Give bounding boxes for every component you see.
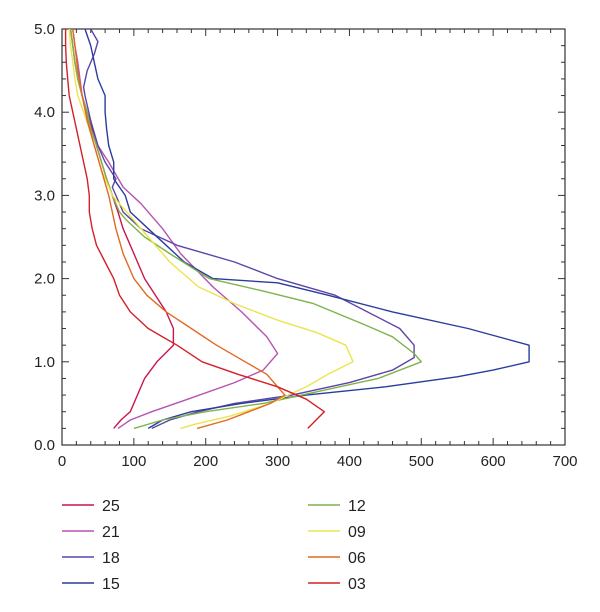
- tick-marks: [61, 28, 566, 446]
- x-tick-label: 500: [409, 453, 434, 470]
- series-line-18: [82, 28, 415, 430]
- x-tick-label: 700: [552, 453, 577, 470]
- legend-label-21: 21: [102, 524, 120, 541]
- series-lines: [64, 28, 530, 430]
- series-line-06: [72, 28, 286, 430]
- series-line-09: [68, 28, 354, 430]
- series-line-12: [69, 28, 422, 430]
- legend-label-03: 03: [348, 576, 366, 593]
- legend-label-18: 18: [102, 550, 120, 567]
- legend-label-12: 12: [348, 498, 366, 515]
- series-line-15: [84, 28, 530, 430]
- legend-label-06: 06: [348, 550, 366, 567]
- y-tick-label: 3.0: [34, 187, 55, 204]
- y-tick-label: 5.0: [34, 21, 55, 38]
- x-tick-label: 100: [121, 453, 146, 470]
- y-tick-label: 0.0: [34, 437, 55, 454]
- x-tick-label: 200: [193, 453, 218, 470]
- series-line-25: [69, 28, 175, 429]
- legend-label-15: 15: [102, 576, 120, 593]
- x-tick-label: 600: [481, 453, 506, 470]
- x-tick-label: 0: [58, 453, 66, 470]
- series-line-03: [64, 29, 325, 429]
- legend-label-25: 25: [102, 498, 120, 515]
- plot-frame: [61, 28, 566, 446]
- y-tick-label: 2.0: [34, 271, 55, 288]
- series-line-21: [72, 28, 279, 429]
- y-tick-label: 1.0: [34, 354, 55, 371]
- y-tick-label: 4.0: [34, 104, 55, 121]
- x-tick-label: 400: [337, 453, 362, 470]
- legend-label-09: 09: [348, 524, 366, 541]
- legend: 25 21 18 15 12 09 06 03: [62, 498, 366, 593]
- x-tick-label: 300: [265, 453, 290, 470]
- tick-labels: 0 100 200 300 400 500 600 700 0.0 1.0 2.0 3.0 4.0 5.0: [34, 21, 577, 470]
